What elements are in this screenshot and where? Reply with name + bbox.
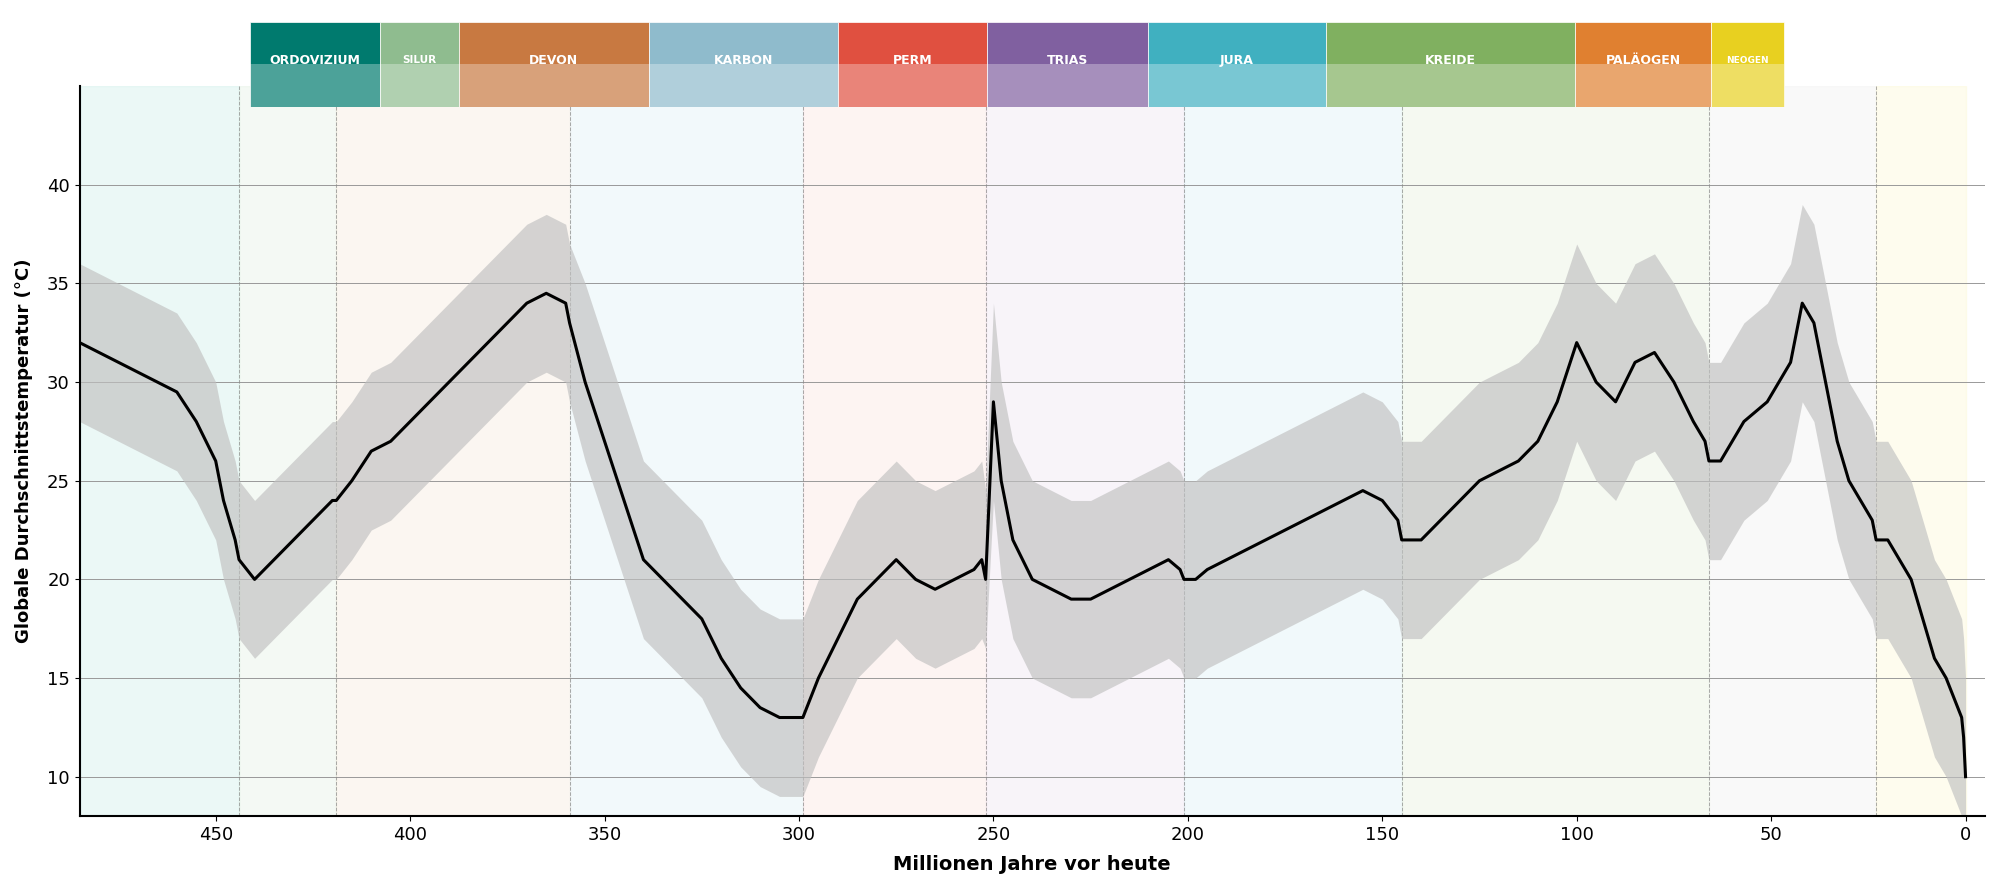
Text: ORDOVIZIUM: ORDOVIZIUM: [270, 53, 360, 67]
X-axis label: Millionen Jahre vor heute: Millionen Jahre vor heute: [894, 855, 1172, 874]
Bar: [380, 22, 458, 107]
Bar: [1148, 64, 1326, 107]
Y-axis label: Globale Durchschnittstemperatur (°C): Globale Durchschnittstemperatur (°C): [14, 259, 34, 644]
Bar: [1576, 64, 1712, 107]
Text: JURA: JURA: [1220, 53, 1254, 67]
Text: DEVON: DEVON: [530, 53, 578, 67]
Bar: [80, 86, 240, 816]
Bar: [648, 64, 838, 107]
Bar: [1712, 64, 1784, 107]
Bar: [988, 64, 1148, 107]
Bar: [838, 22, 988, 107]
Bar: [570, 86, 802, 816]
Bar: [838, 64, 988, 107]
Bar: [250, 22, 380, 107]
Bar: [1576, 22, 1712, 107]
Bar: [648, 22, 838, 107]
Bar: [1326, 22, 1576, 107]
Bar: [336, 86, 570, 816]
Bar: [1876, 86, 1966, 816]
Bar: [1148, 22, 1326, 107]
Text: KREIDE: KREIDE: [1424, 53, 1476, 67]
Bar: [986, 86, 1184, 816]
Text: KARBON: KARBON: [714, 53, 774, 67]
Bar: [1184, 86, 1402, 816]
Bar: [1402, 86, 1708, 816]
Bar: [1712, 22, 1784, 107]
Text: PERM: PERM: [892, 53, 932, 67]
Bar: [458, 22, 648, 107]
Bar: [250, 64, 380, 107]
Bar: [988, 22, 1148, 107]
Text: PALÄOGEN: PALÄOGEN: [1606, 53, 1680, 67]
Text: TRIAS: TRIAS: [1048, 53, 1088, 67]
Text: SILUR: SILUR: [402, 55, 436, 65]
Bar: [380, 64, 458, 107]
Bar: [1708, 86, 1876, 816]
Bar: [458, 64, 648, 107]
Text: NEOGEN: NEOGEN: [1726, 56, 1770, 65]
Bar: [240, 86, 336, 816]
Bar: [802, 86, 986, 816]
Bar: [1326, 64, 1576, 107]
